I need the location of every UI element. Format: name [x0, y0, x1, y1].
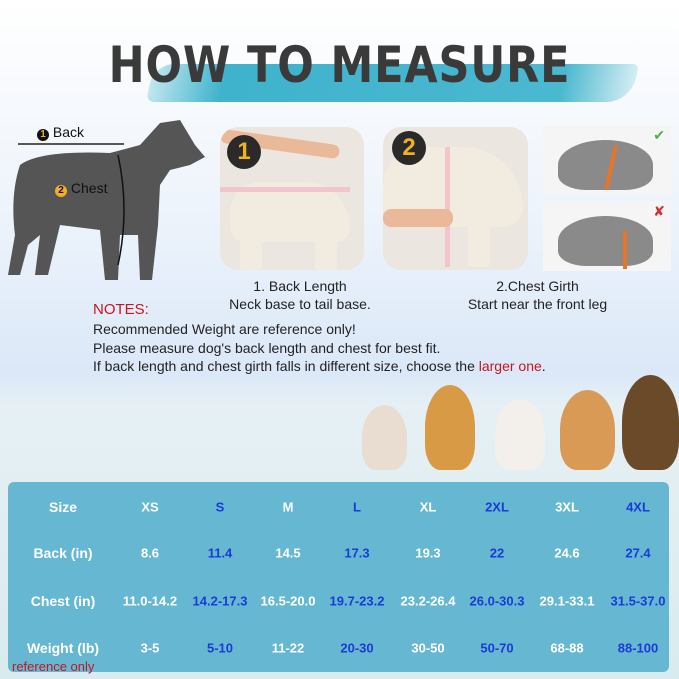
row-label: Back (in) — [33, 545, 93, 561]
table-cell: 88-100 — [617, 640, 659, 656]
table-cell: 24.6 — [554, 545, 580, 561]
back-label: 1 Back — [37, 124, 84, 141]
step1-caption: 1. Back Length Neck base to tail base. — [229, 278, 371, 312]
row-label: Weight (lb) — [26, 640, 100, 656]
table-cell: 16.5-20.0 — [260, 593, 316, 609]
check-icon: ✔ — [653, 127, 665, 143]
chest-arrow — [117, 154, 125, 266]
table-cell: 19.7-23.2 — [329, 593, 385, 609]
note-line: If back length and chest girth falls in … — [93, 358, 546, 374]
table-cell: XS — [141, 499, 159, 515]
table-cell: 4XL — [626, 499, 650, 515]
table-cell: 68-88 — [550, 640, 584, 656]
note-line: Please measure dog's back length and che… — [93, 340, 441, 356]
table-cell: 14.2-17.3 — [192, 593, 248, 609]
row-label: Size — [48, 499, 78, 515]
table-cell: 20-30 — [340, 640, 374, 656]
note-line: Recommended Weight are reference only! — [93, 321, 356, 337]
table-cell: 27.4 — [625, 545, 651, 561]
table-cell: 11.0-14.2 — [122, 593, 178, 609]
table-cell: 17.3 — [344, 545, 370, 561]
step2-caption: 2.Chest Girth Start near the front leg — [467, 278, 608, 312]
table-cell: 3XL — [555, 499, 579, 515]
table-cell: 22 — [489, 545, 505, 561]
pomeranian-photo — [425, 385, 475, 470]
table-cell: 11-22 — [271, 640, 305, 656]
table-cell: 14.5 — [275, 545, 301, 561]
chest-label: 2 Chest — [55, 180, 107, 197]
table-cell: 8.6 — [140, 545, 160, 561]
notes-heading: NOTES: — [93, 301, 149, 318]
table-cell: 19.3 — [415, 545, 441, 561]
reference-footnote: reference only — [12, 659, 95, 674]
table-cell: 11.4 — [207, 545, 233, 561]
page-title: HOW TO MEASURE — [108, 36, 571, 94]
cross-icon: ✘ — [653, 203, 665, 219]
table-cell: M — [282, 499, 294, 515]
table-cell: 29.1-33.1 — [539, 593, 595, 609]
poodle-photo — [495, 400, 545, 470]
incorrect-example-photo: ✘ — [543, 201, 671, 271]
shepherd-photo — [622, 375, 679, 470]
table-cell: 50-70 — [480, 640, 514, 656]
correct-example-photo: ✔ — [543, 125, 671, 195]
table-cell: 2XL — [485, 499, 509, 515]
table-cell: 31.5-37.0 — [610, 593, 666, 609]
table-cell: 30-50 — [411, 640, 445, 656]
table-cell: L — [353, 499, 361, 515]
table-cell: 3-5 — [140, 640, 160, 656]
table-cell: XL — [419, 499, 437, 515]
table-cell: S — [215, 499, 225, 515]
row-label: Chest (in) — [30, 593, 96, 609]
table-cell: 23.2-26.4 — [400, 593, 456, 609]
size-table — [8, 482, 669, 672]
chihuahua-photo — [362, 405, 407, 470]
table-cell: 5-10 — [206, 640, 234, 656]
dog-silhouette — [8, 120, 205, 280]
table-cell: 26.0-30.3 — [469, 593, 525, 609]
chest-girth-photo: 2 — [383, 127, 528, 270]
corgi-photo — [560, 390, 615, 470]
back-length-photo: 1 — [220, 127, 364, 270]
